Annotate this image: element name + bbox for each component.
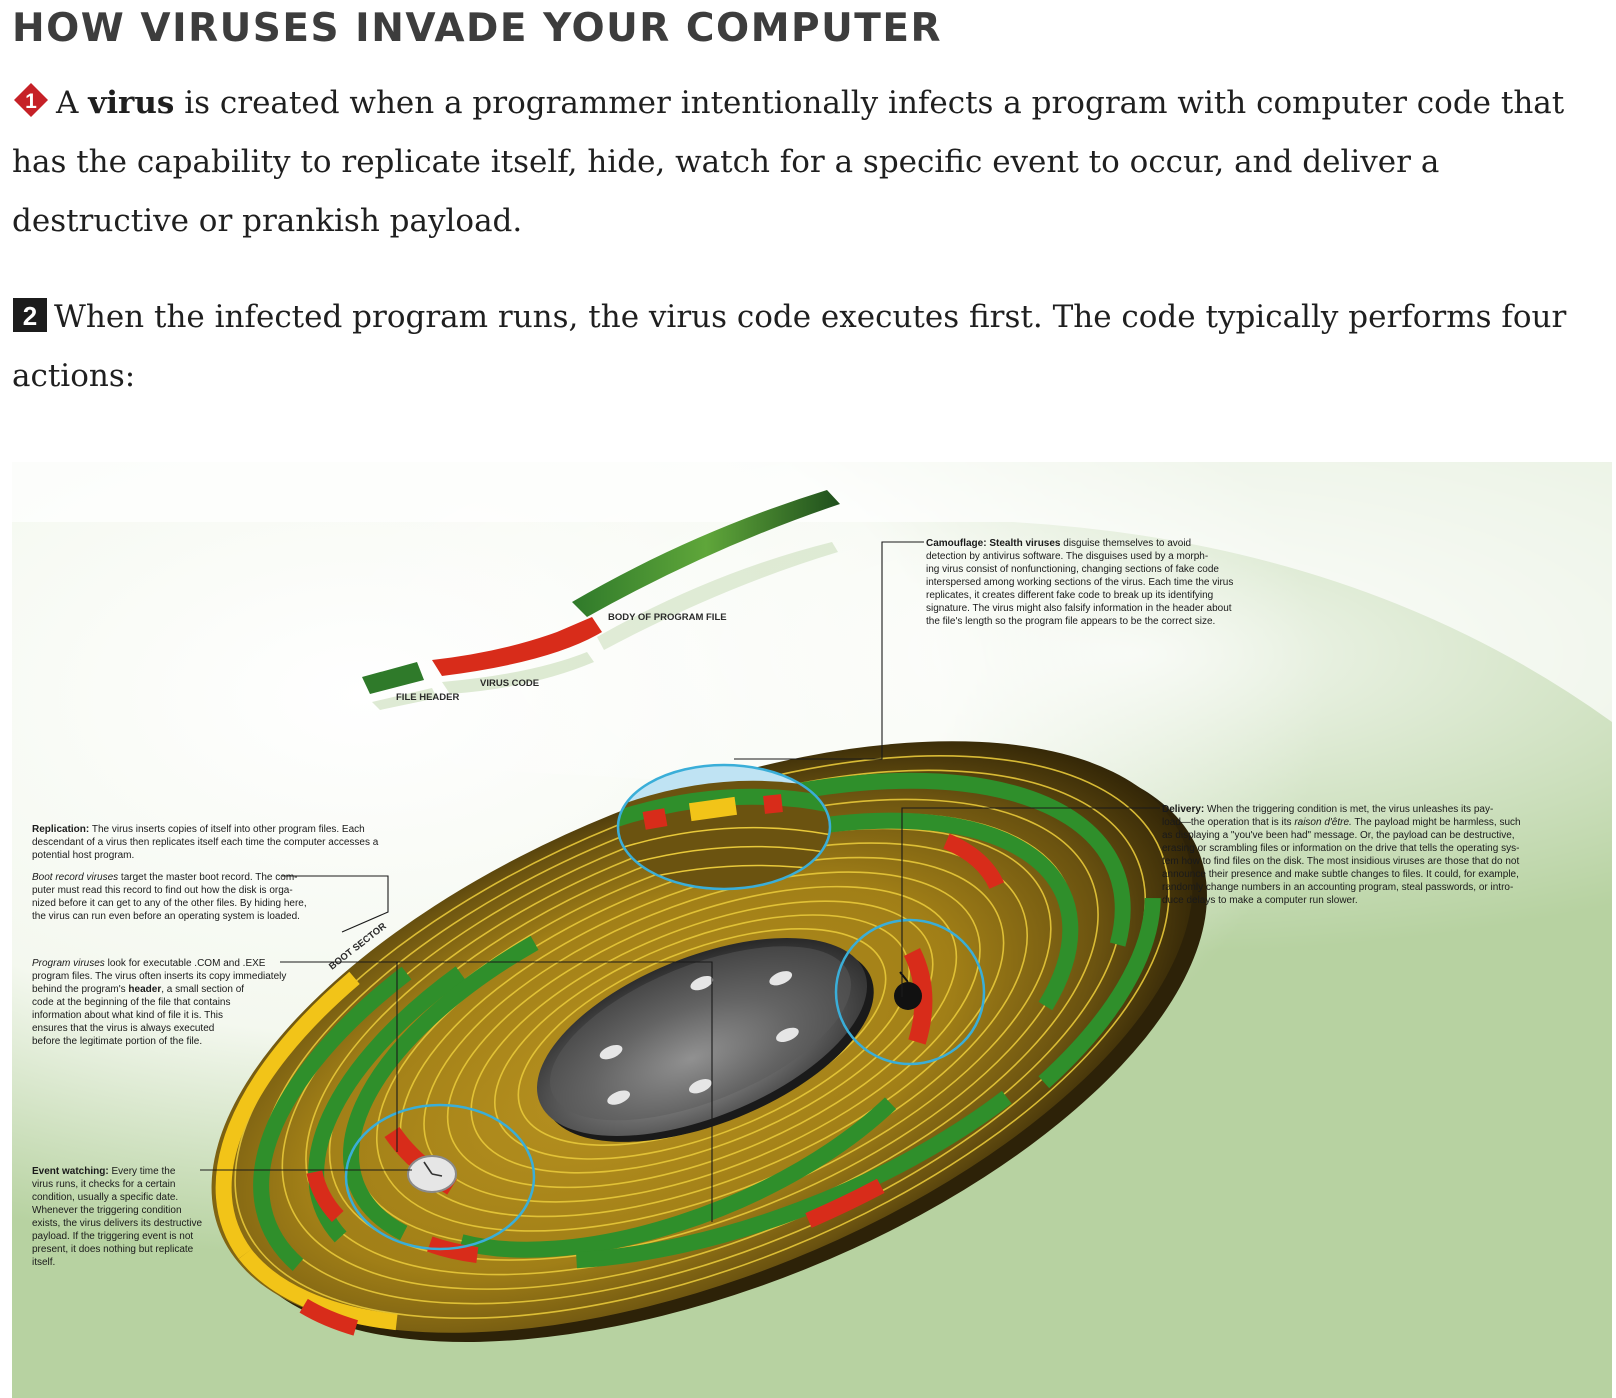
file-header-label: FILE HEADER [396,692,459,703]
virus-code-segment [432,617,602,676]
delivery-text: Delivery: When the triggering condition … [1162,804,1523,906]
step-1-number: 1 [25,90,37,113]
virus-diagram: BODY OF PROGRAM FILE VIRUS CODE FILE HEA… [12,462,1612,1398]
leader-lines [200,541,1160,1222]
step-2-square-icon: 2 [13,298,47,332]
event-watching-callout [344,1103,536,1251]
virus-diagram-svg: BODY OF PROGRAM FILE VIRUS CODE FILE HEA… [12,462,1612,1398]
step-1-paragraph: 1 A virus is created when a programmer i… [12,74,1612,251]
body-of-program-segment [572,490,840,617]
boot-record-text: Boot record viruses target the master bo… [32,872,309,922]
virus-segments [299,833,1005,1336]
camouflage-text: Camouflage: Stealth viruses disguise the… [926,538,1236,627]
virus-code-label: VIRUS CODE [480,678,539,689]
event-watching-text: Event watching: Every time the virus run… [32,1166,205,1268]
hub-screws [599,971,799,1105]
hard-disk-platter [211,741,1207,1342]
step-2-text: When the infected program runs, the viru… [12,299,1567,394]
step-2-number: 2 [23,301,37,331]
file-header-segment [362,662,424,694]
replication-text: Replication: The virus inserts copies of… [32,824,381,861]
step-2-paragraph: 2 When the infected program runs, the vi… [12,288,1612,406]
boot-sector-band [215,971,360,1259]
step-1-diamond-icon: 1 [14,83,48,117]
delivery-callout [834,918,986,1066]
step-1-text: is created when a programmer intentional… [12,85,1565,239]
step-1-bold-term: virus [88,85,175,121]
page-title: HOW VIRUSES INVADE YOUR COMPUTER [12,6,943,51]
body-of-program-label: BODY OF PROGRAM FILE [608,612,727,623]
bomb-icon [894,982,922,1010]
step-1-lead: A [56,85,89,121]
program-viruses-text: Program viruses look for executable .COM… [32,958,289,1047]
program-file-strip: BODY OF PROGRAM FILE VIRUS CODE FILE HEA… [362,490,840,710]
